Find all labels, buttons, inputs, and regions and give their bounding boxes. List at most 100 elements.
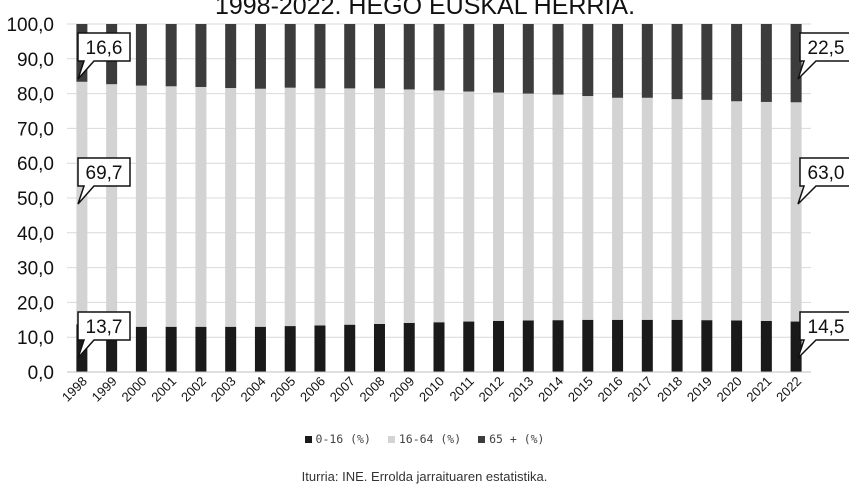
bar-segment-young xyxy=(284,326,296,372)
y-tick-label: 90,0 xyxy=(17,50,54,71)
bar-segment-senior xyxy=(225,24,237,89)
legend-item-16-64: 16-64 (%) xyxy=(387,432,461,446)
y-tick-label: 30,0 xyxy=(17,259,54,280)
bar-segment-young xyxy=(760,320,772,372)
x-tick-label: 2016 xyxy=(595,374,626,405)
bar-segment-adult xyxy=(493,92,505,321)
x-tick-label: 2012 xyxy=(476,374,507,405)
bar-segment-adult xyxy=(403,89,415,323)
bar-segment-young xyxy=(225,326,237,372)
x-tick-label: 2022 xyxy=(773,374,804,405)
legend-label: 0-16 (%) xyxy=(315,432,371,446)
callout-label: 13,7 xyxy=(86,317,123,338)
bar-segment-adult xyxy=(106,84,118,327)
bar-segment-senior xyxy=(463,24,475,92)
bar-segment-young xyxy=(254,326,266,372)
legend-item-0-16: 0-16 (%) xyxy=(304,432,371,446)
x-tick-label: 2013 xyxy=(505,374,536,405)
bar-segment-adult xyxy=(463,91,475,322)
x-tick-label: 2008 xyxy=(357,374,388,405)
y-tick-label: 100,0 xyxy=(6,15,54,36)
bar-segment-senior xyxy=(671,24,683,100)
legend-swatch xyxy=(478,436,486,443)
bar-segment-young xyxy=(135,326,147,372)
x-axis: 1998199920002001200220032004200520062007… xyxy=(59,371,811,405)
bar-segment-senior xyxy=(552,24,564,95)
x-tick-label: 2017 xyxy=(624,374,655,405)
bar-segment-senior xyxy=(641,24,653,98)
bar-segment-senior xyxy=(493,24,505,93)
legend-swatch xyxy=(304,436,312,443)
y-tick-label: 0,0 xyxy=(28,363,54,384)
bar-segment-senior xyxy=(254,24,266,89)
bar-segment-young xyxy=(106,326,118,372)
bar-segment-senior xyxy=(284,24,296,88)
callout-label: 16,6 xyxy=(86,38,123,59)
y-axis: 0,0 10,0 20,0 30,0 40,0 50,0 60,0 70,0 80,0 90,0 1… xyxy=(6,15,54,384)
bar-segment-young xyxy=(582,319,594,372)
bar-segment-adult xyxy=(195,86,207,327)
bar-segment-adult xyxy=(701,99,713,321)
bar-segment-young xyxy=(463,321,475,372)
callout-label: 63,0 xyxy=(808,163,845,184)
callout-label: 14,5 xyxy=(808,317,845,338)
bar-segment-young xyxy=(522,320,534,372)
bar-segment-adult xyxy=(135,85,147,327)
bar-segment-adult xyxy=(790,102,802,322)
bar-segment-senior xyxy=(314,24,326,89)
bar-segment-adult xyxy=(552,94,564,321)
y-tick-label: 40,0 xyxy=(17,224,54,245)
bar-segment-adult xyxy=(612,97,624,320)
y-tick-label: 70,0 xyxy=(17,119,54,140)
callout-label: 69,7 xyxy=(86,163,123,184)
y-tick-label: 20,0 xyxy=(17,293,54,314)
x-tick-label: 2001 xyxy=(148,374,179,405)
source-note: Iturria: INE. Errolda jarraituaren estat… xyxy=(301,469,548,484)
bar-segment-adult xyxy=(165,86,177,327)
x-tick-label: 2005 xyxy=(267,374,298,405)
bar-segment-senior xyxy=(582,24,594,97)
callout-box xyxy=(77,311,131,359)
y-tick-label: 60,0 xyxy=(17,154,54,175)
bar-segment-adult xyxy=(582,96,594,320)
x-tick-label: 2004 xyxy=(238,374,269,405)
bar-segment-young xyxy=(731,320,743,372)
x-tick-label: 1998 xyxy=(59,374,90,405)
x-tick-label: 2006 xyxy=(297,374,328,405)
callout-box xyxy=(797,157,849,205)
bar-segment-young xyxy=(165,326,177,372)
bar-segment-adult xyxy=(641,97,653,320)
callout-label: 22,5 xyxy=(808,38,845,59)
bar-segment-young xyxy=(612,319,624,372)
x-tick-label: 2000 xyxy=(118,374,149,405)
callout-box xyxy=(77,157,131,205)
legend-item-65-plus: 65 + (%) xyxy=(478,432,544,446)
bar-segment-senior xyxy=(135,24,147,86)
y-tick-label: 80,0 xyxy=(17,85,54,106)
x-tick-label: 2010 xyxy=(416,374,447,405)
bar-segment-senior xyxy=(760,24,772,102)
x-tick-label: 2015 xyxy=(565,374,596,405)
bar-segment-young xyxy=(433,322,445,372)
callout-box xyxy=(77,32,131,80)
bar-segment-young xyxy=(314,325,326,372)
x-tick-label: 2002 xyxy=(178,374,209,405)
x-tick-label: 2009 xyxy=(386,374,417,405)
bar-segment-young xyxy=(671,319,683,372)
bar-segment-adult xyxy=(760,101,772,321)
callout-box xyxy=(797,32,849,80)
x-tick-label: 2003 xyxy=(208,374,239,405)
bar-segment-senior xyxy=(522,24,534,94)
x-tick-label: 2021 xyxy=(743,374,774,405)
bar-segment-adult xyxy=(225,88,237,327)
y-tick-label: 50,0 xyxy=(17,189,54,210)
x-tick-label: 2018 xyxy=(654,374,685,405)
bar-segment-young xyxy=(790,321,802,372)
x-tick-label: 2020 xyxy=(714,374,745,405)
bar-segment-adult xyxy=(76,81,88,325)
bar-segment-adult xyxy=(284,87,296,327)
bar-segment-young xyxy=(344,324,356,372)
bar-segment-young xyxy=(552,320,564,372)
bar-segment-young xyxy=(195,326,207,372)
legend-label: 65 + (%) xyxy=(489,432,545,446)
